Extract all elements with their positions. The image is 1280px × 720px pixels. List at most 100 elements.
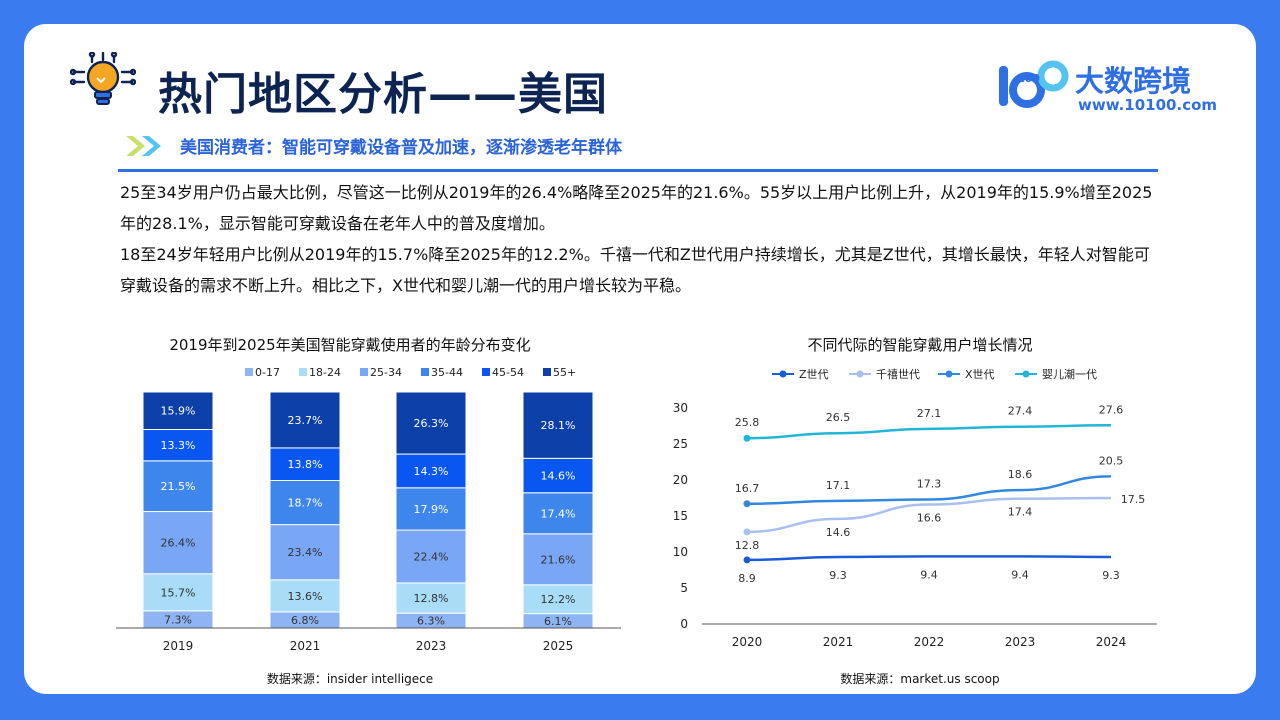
bar-segment	[395, 487, 467, 531]
data-label: 23.4%	[288, 546, 323, 559]
bar-segment	[269, 524, 341, 581]
age-distribution-bar-chart: 0-17 18-24 25-34 35-44 45-54 55+ 7.3% 15.7% 26.4…	[116, 366, 621, 653]
data-label: 12.2%	[541, 593, 576, 606]
data-label: 17.5	[1121, 493, 1146, 506]
line-chart-title: 不同代际的智能穿戴用户增长情况	[807, 336, 1033, 354]
data-label: 15.7%	[161, 586, 196, 599]
x-tick-label: 2019	[163, 639, 194, 653]
x-tick-label: 2021	[290, 639, 321, 653]
data-label: 16.6	[917, 511, 942, 524]
page-title: 热门地区分析——美国	[158, 69, 608, 120]
legend-marker	[856, 370, 864, 378]
data-label: 13.6%	[288, 590, 323, 603]
data-label: 12.8%	[414, 592, 449, 605]
legend-label: 25-34	[370, 366, 402, 379]
data-label: 8.9	[738, 572, 756, 585]
series-line	[746, 555, 1112, 562]
data-label: 27.6	[1099, 403, 1124, 416]
bar-segment	[142, 428, 214, 462]
logo-mark: 100	[1017, 72, 1040, 85]
company-logo: 100	[999, 60, 1069, 108]
bar-segment	[269, 480, 341, 526]
x-tick-label: 2023	[416, 639, 447, 653]
lightbulb-icon	[70, 52, 136, 105]
data-label: 22.4%	[414, 550, 449, 563]
line-chart-source: 数据来源：market.us scoop	[840, 672, 1000, 686]
data-label: 7.3%	[164, 613, 192, 626]
legend-marker	[945, 370, 953, 378]
legend-swatch	[482, 368, 490, 376]
bar-segment	[142, 391, 214, 430]
data-label: 27.1	[917, 407, 942, 420]
data-label: 21.5%	[161, 480, 196, 493]
x-tick-label: 2020	[732, 635, 763, 649]
y-tick-label: 15	[673, 509, 688, 523]
double-arrow-icon	[126, 136, 161, 156]
data-label: 9.3	[1102, 569, 1120, 582]
series-line	[746, 424, 1112, 440]
bar-segment	[269, 447, 341, 481]
data-label: 17.3	[917, 477, 942, 490]
bar-segment	[142, 511, 214, 575]
y-tick-label: 10	[673, 545, 688, 559]
legend-label: X世代	[965, 368, 995, 381]
bar-segment	[395, 453, 467, 489]
series-line	[746, 496, 1112, 534]
bar-segment	[395, 582, 467, 614]
data-label: 14.6	[826, 526, 851, 539]
legend-label: 0-17	[255, 366, 280, 379]
series-marker	[743, 528, 751, 536]
x-tick-label: 2022	[914, 635, 945, 649]
y-tick-label: 20	[673, 473, 688, 487]
y-tick-label: 25	[673, 437, 688, 451]
slide-card	[24, 24, 1256, 694]
legend-swatch	[360, 368, 368, 376]
bar-chart-title: 2019年到2025年美国智能穿戴使用者的年龄分布变化	[169, 336, 531, 354]
section-subtitle: 美国消费者：智能可穿戴设备普及加速，逐渐渗透老年群体	[180, 138, 622, 158]
bar-segment	[395, 391, 467, 455]
series-marker	[743, 434, 751, 442]
x-tick-label: 2025	[543, 639, 574, 653]
logo-url: www.10100.com	[1078, 96, 1218, 114]
data-label: 17.4%	[541, 507, 576, 520]
data-label: 26.4%	[161, 537, 196, 550]
legend-label: 千禧世代	[876, 368, 920, 381]
legend-label: 18-24	[309, 366, 341, 379]
data-label: 27.4	[1008, 405, 1033, 418]
data-label: 26.3%	[414, 417, 449, 430]
bar-chart-source: 数据来源：insider intelligece	[266, 672, 434, 686]
data-label: 12.8	[735, 539, 760, 552]
data-label: 28.1%	[541, 419, 576, 432]
data-label: 6.3%	[417, 615, 445, 628]
bar-segment	[522, 457, 594, 494]
data-label: 9.4	[920, 568, 938, 581]
y-tick-label: 5	[680, 581, 688, 595]
bar-segment	[395, 529, 467, 584]
data-label: 18.6	[1008, 468, 1033, 481]
data-label: 13.8%	[288, 458, 323, 471]
bar-segment	[142, 460, 214, 513]
data-label: 6.1%	[544, 615, 572, 628]
data-label: 9.4	[1011, 568, 1029, 581]
legend-swatch	[543, 368, 551, 376]
series-line	[746, 475, 1112, 506]
data-label: 23.7%	[288, 414, 323, 427]
data-label: 9.3	[829, 569, 847, 582]
data-label: 20.5	[1099, 454, 1124, 467]
legend-marker	[1022, 370, 1030, 378]
legend-label: 55+	[553, 366, 576, 379]
legend-label: Z世代	[799, 368, 829, 381]
legend-marker	[779, 370, 787, 378]
bar-segment	[142, 573, 214, 612]
legend-swatch	[245, 368, 253, 376]
y-tick-label: 30	[673, 401, 688, 415]
x-tick-label: 2024	[1096, 635, 1127, 649]
data-label: 26.5	[826, 411, 851, 424]
x-tick-label: 2021	[823, 635, 854, 649]
data-label: 17.9%	[414, 503, 449, 516]
bar-segment	[269, 391, 341, 449]
data-label: 18.7%	[288, 497, 323, 510]
paragraph-2: 18至24岁年轻用户比例从2019年的15.7%降至2025年的12.2%。千禧…	[120, 245, 1150, 295]
bar-segment	[522, 391, 594, 459]
paragraph-1: 25至34岁用户仍占最大比例，尽管这一比例从2019年的26.4%略降至2025…	[120, 183, 1153, 233]
